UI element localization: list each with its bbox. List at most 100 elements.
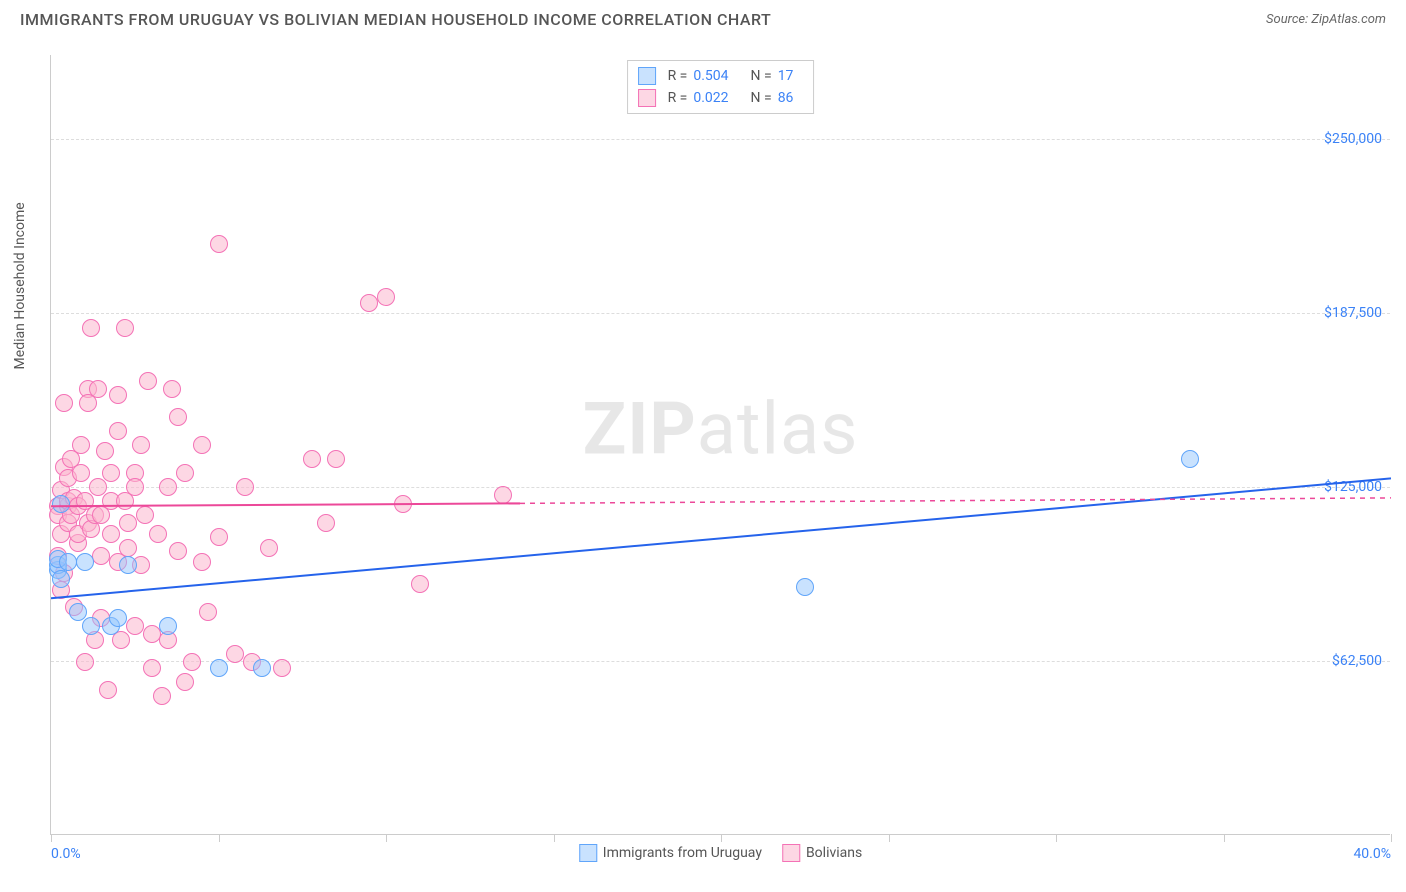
stat-r-value: 0.504 [693, 68, 728, 84]
data-point [126, 478, 144, 496]
y-tick-label: $187,500 [1324, 305, 1382, 321]
data-point [796, 578, 814, 596]
data-point [82, 617, 100, 635]
data-point [89, 478, 107, 496]
data-point [132, 436, 150, 454]
data-point [119, 539, 137, 557]
data-point [119, 556, 137, 574]
x-tick [1391, 834, 1392, 842]
data-point [82, 319, 100, 337]
data-point [210, 235, 228, 253]
data-point [96, 442, 114, 460]
y-tick-label: $250,000 [1324, 131, 1382, 147]
data-point [102, 464, 120, 482]
legend-swatch [638, 67, 656, 85]
data-point [52, 495, 70, 513]
data-point [176, 673, 194, 691]
stat-n-label: N = [751, 68, 772, 84]
data-point [89, 380, 107, 398]
data-point [226, 645, 244, 663]
x-tick [889, 834, 890, 842]
data-point [159, 478, 177, 496]
data-point [153, 687, 171, 705]
data-point [193, 553, 211, 571]
gridline [51, 139, 1390, 140]
watermark: ZIPatlas [583, 386, 859, 471]
trendlines [51, 55, 1391, 835]
data-point [69, 603, 87, 621]
data-point [102, 525, 120, 543]
stat-r-label: R = [668, 68, 688, 84]
legend-stat-row: R =0.022N =86 [638, 87, 804, 109]
data-point [1181, 450, 1199, 468]
data-point [236, 478, 254, 496]
gridline [51, 313, 1390, 314]
data-point [327, 450, 345, 468]
data-point [76, 553, 94, 571]
data-point [260, 539, 278, 557]
x-tick [1056, 834, 1057, 842]
legend-item: Bolivians [782, 844, 862, 862]
data-point [183, 653, 201, 671]
stat-n-value: 86 [778, 90, 794, 106]
chart-container: Median Household Income ZIPatlas R =0.50… [50, 55, 1390, 835]
data-point [109, 422, 127, 440]
data-point [126, 617, 144, 635]
y-tick-label: $62,500 [1332, 653, 1382, 669]
y-tick-label: $125,000 [1324, 479, 1382, 495]
data-point [72, 436, 90, 454]
data-point [72, 464, 90, 482]
data-point [210, 528, 228, 546]
legend-swatch [579, 844, 597, 862]
data-point [494, 486, 512, 504]
data-point [55, 394, 73, 412]
data-point [52, 570, 70, 588]
data-point [119, 514, 137, 532]
legend-stat-row: R =0.504N =17 [638, 65, 804, 87]
data-point [163, 380, 181, 398]
data-point [193, 436, 211, 454]
x-tick [1224, 834, 1225, 842]
legend-item: Immigrants from Uruguay [579, 844, 762, 862]
legend-label: Bolivians [806, 845, 862, 861]
x-tick [554, 834, 555, 842]
data-point [99, 681, 117, 699]
data-point [317, 514, 335, 532]
data-point [273, 659, 291, 677]
x-tick-label: 0.0% [51, 846, 81, 862]
stat-r-value: 0.022 [693, 90, 728, 106]
legend-swatch [782, 844, 800, 862]
data-point [59, 553, 77, 571]
stat-r-label: R = [668, 90, 688, 106]
data-point [116, 319, 134, 337]
data-point [169, 542, 187, 560]
data-point [92, 547, 110, 565]
chart-title: IMMIGRANTS FROM URUGUAY VS BOLIVIAN MEDI… [20, 10, 771, 29]
x-tick [51, 834, 52, 842]
data-point [109, 386, 127, 404]
legend-series: Immigrants from Uruguay Bolivians [579, 844, 862, 862]
data-point [109, 609, 127, 627]
data-point [143, 625, 161, 643]
data-point [159, 617, 177, 635]
data-point [394, 495, 412, 513]
data-point [411, 575, 429, 593]
legend-stats: R =0.504N =17R =0.022N =86 [627, 60, 815, 114]
x-tick [219, 834, 220, 842]
data-point [253, 659, 271, 677]
data-point [149, 525, 167, 543]
data-point [169, 408, 187, 426]
data-point [136, 506, 154, 524]
legend-swatch [638, 89, 656, 107]
data-point [139, 372, 157, 390]
x-tick-label: 40.0% [1353, 846, 1391, 862]
x-tick [386, 834, 387, 842]
legend-label: Immigrants from Uruguay [603, 845, 762, 861]
chart-header: IMMIGRANTS FROM URUGUAY VS BOLIVIAN MEDI… [0, 0, 1406, 39]
data-point [210, 659, 228, 677]
y-axis-label: Median Household Income [12, 202, 28, 369]
x-tick [721, 834, 722, 842]
data-point [377, 288, 395, 306]
data-point [303, 450, 321, 468]
data-point [360, 294, 378, 312]
